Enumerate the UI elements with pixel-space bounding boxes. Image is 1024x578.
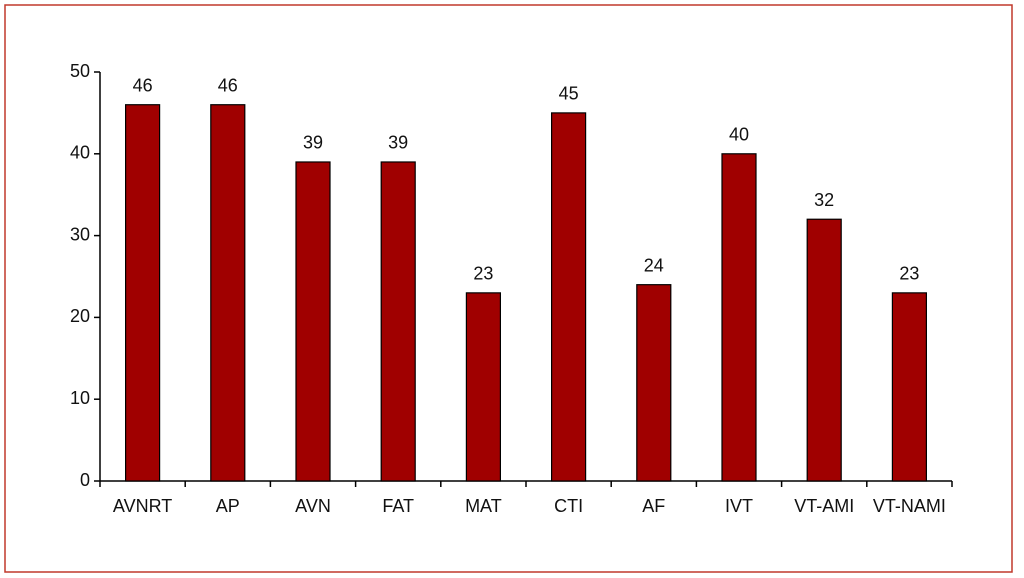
bar (465, 292, 501, 482)
x-tick-label: CTI (554, 496, 583, 516)
bar (210, 104, 246, 482)
value-label: 23 (899, 264, 919, 284)
bar (295, 161, 331, 482)
y-tick-label: 50 (70, 61, 90, 81)
y-tick-label: 20 (70, 306, 90, 326)
value-label: 46 (218, 75, 238, 95)
y-tick-label: 40 (70, 143, 90, 163)
value-label: 45 (559, 84, 579, 104)
value-label: 24 (644, 255, 664, 275)
x-tick-label: AVN (295, 496, 331, 516)
value-label: 23 (473, 264, 493, 284)
bar (380, 161, 416, 482)
bar (636, 284, 672, 482)
x-tick-label: IVT (725, 496, 753, 516)
x-tick-label: FAT (382, 496, 414, 516)
value-label: 39 (388, 133, 408, 153)
y-tick-label: 0 (80, 470, 90, 490)
x-tick-label: AVNRT (113, 496, 172, 516)
y-tick-label: 30 (70, 224, 90, 244)
x-tick-label: AF (642, 496, 665, 516)
value-label: 32 (814, 190, 834, 210)
x-tick-label: VT-NAMI (873, 496, 946, 516)
x-tick-label: MAT (465, 496, 502, 516)
value-label: 40 (729, 125, 749, 145)
bar (550, 112, 587, 482)
bar (891, 292, 928, 482)
value-label: 39 (303, 133, 323, 153)
value-label: 46 (133, 75, 153, 95)
x-tick-label: VT-AMI (794, 496, 854, 516)
bar (124, 104, 161, 482)
frame (4, 4, 1013, 573)
y-tick-label: 10 (70, 388, 90, 408)
x-tick-label: AP (216, 496, 240, 516)
bar (721, 153, 757, 482)
bar (806, 218, 842, 482)
